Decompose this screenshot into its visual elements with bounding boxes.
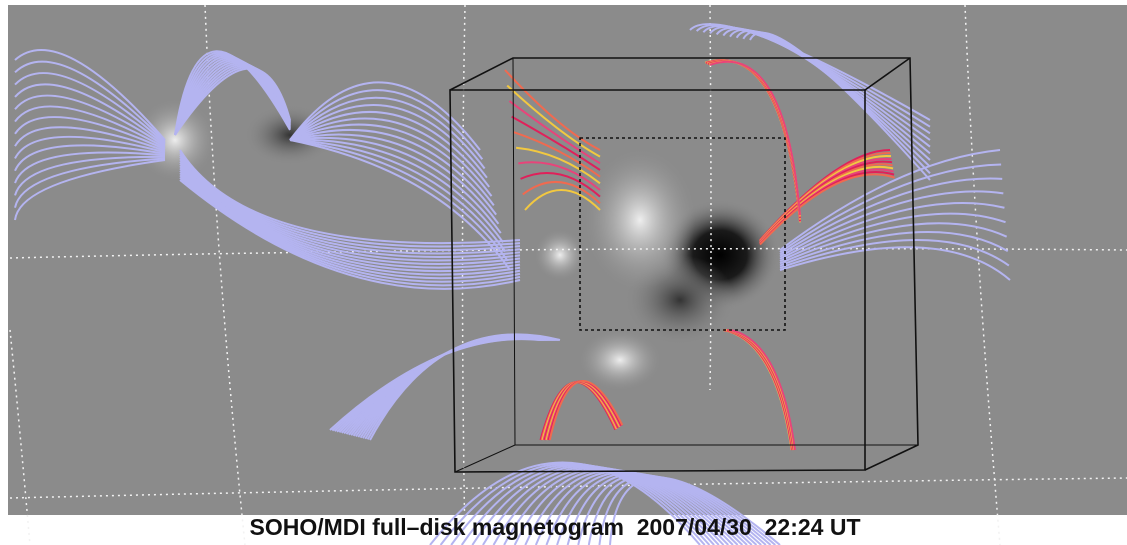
figure: SOHO/MDI full–disk magnetogram 2007/04/3… — [0, 0, 1127, 545]
caption: SOHO/MDI full–disk magnetogram 2007/04/3… — [250, 514, 861, 540]
page: {"caption": "SOHO/MDI full–disk magnetog… — [0, 0, 1127, 545]
